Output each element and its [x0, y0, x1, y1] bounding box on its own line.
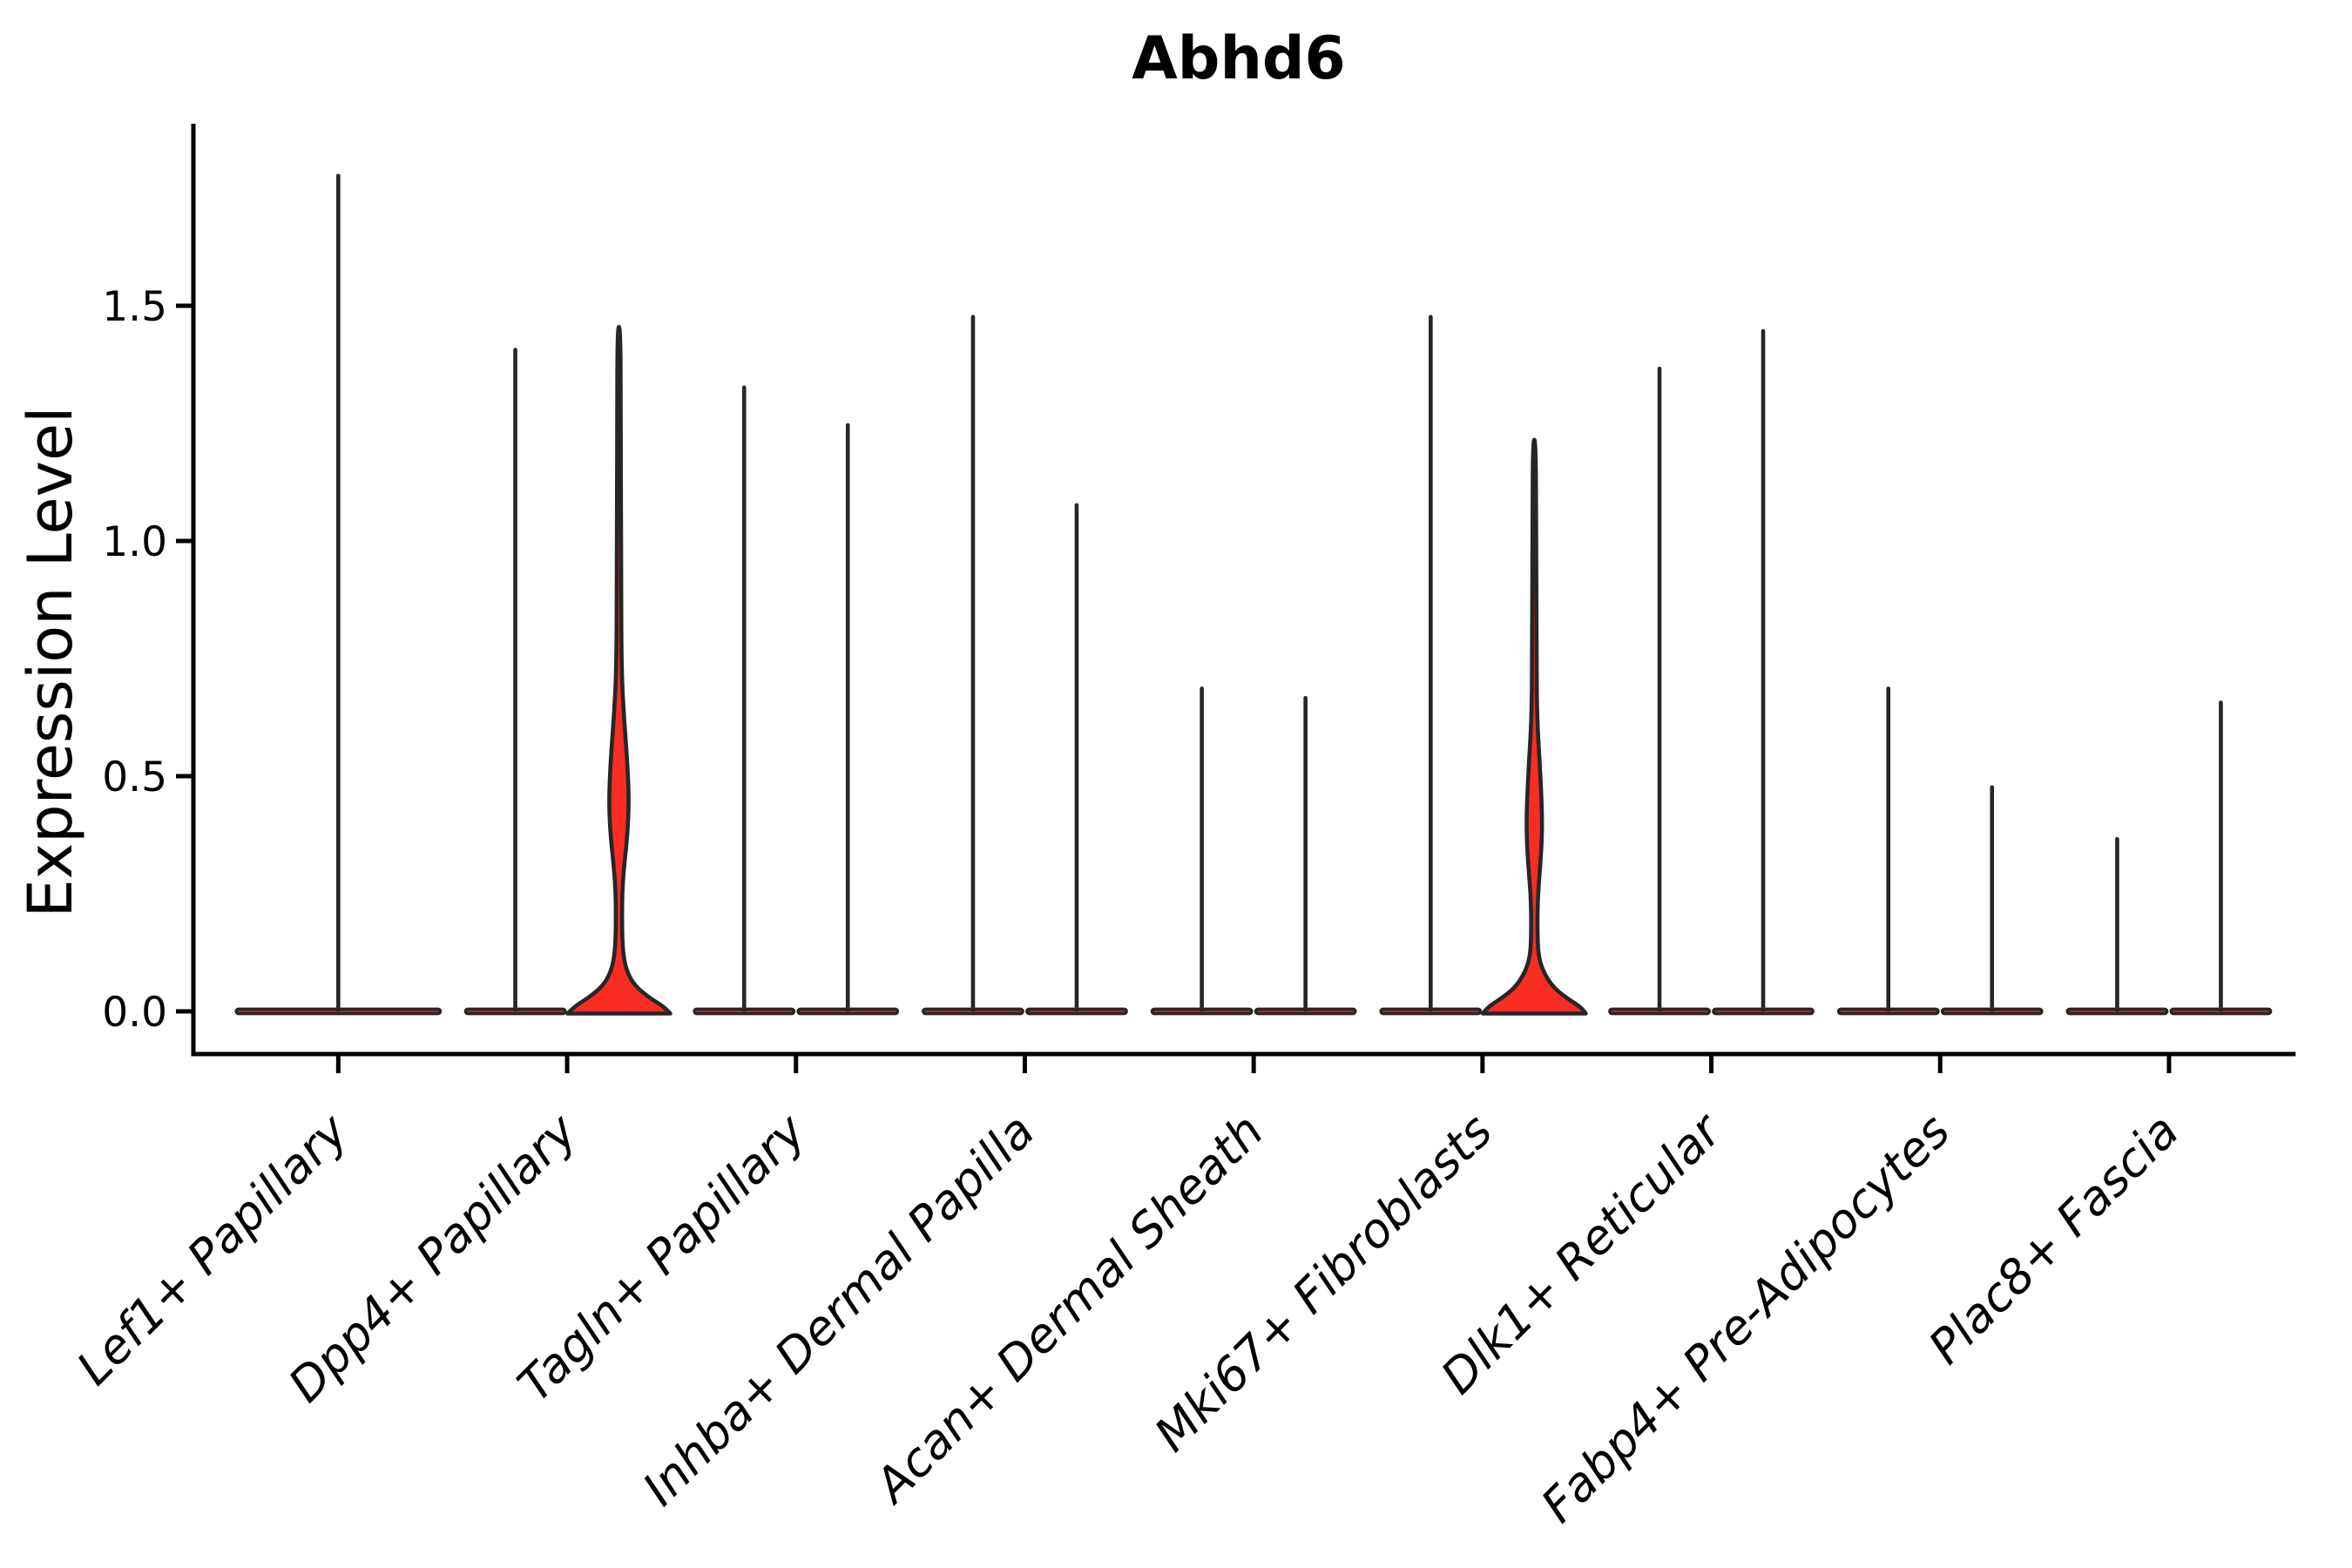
x-tick-label: Fabp4+ Pre-Adipocytes: [1531, 1104, 1960, 1533]
y-tick-label: 1.5: [102, 283, 167, 331]
y-tick-label: 1.0: [102, 518, 167, 566]
x-tick-label: Plac8+ Fascia: [1918, 1104, 2189, 1375]
x-tick-label: Inhba+ Dermal Papilla: [632, 1104, 1045, 1517]
violin-mki67-fibroblasts-right: [1481, 437, 1588, 1016]
violin-dpp4-papillary-right: [565, 325, 672, 1016]
y-tick-label: 0.5: [102, 754, 167, 801]
y-tick-label: 0.0: [102, 989, 167, 1037]
x-tick-label: Acan+ Dermal Sheath: [862, 1104, 1274, 1515]
plot-title: Abhd6: [1132, 24, 1346, 93]
